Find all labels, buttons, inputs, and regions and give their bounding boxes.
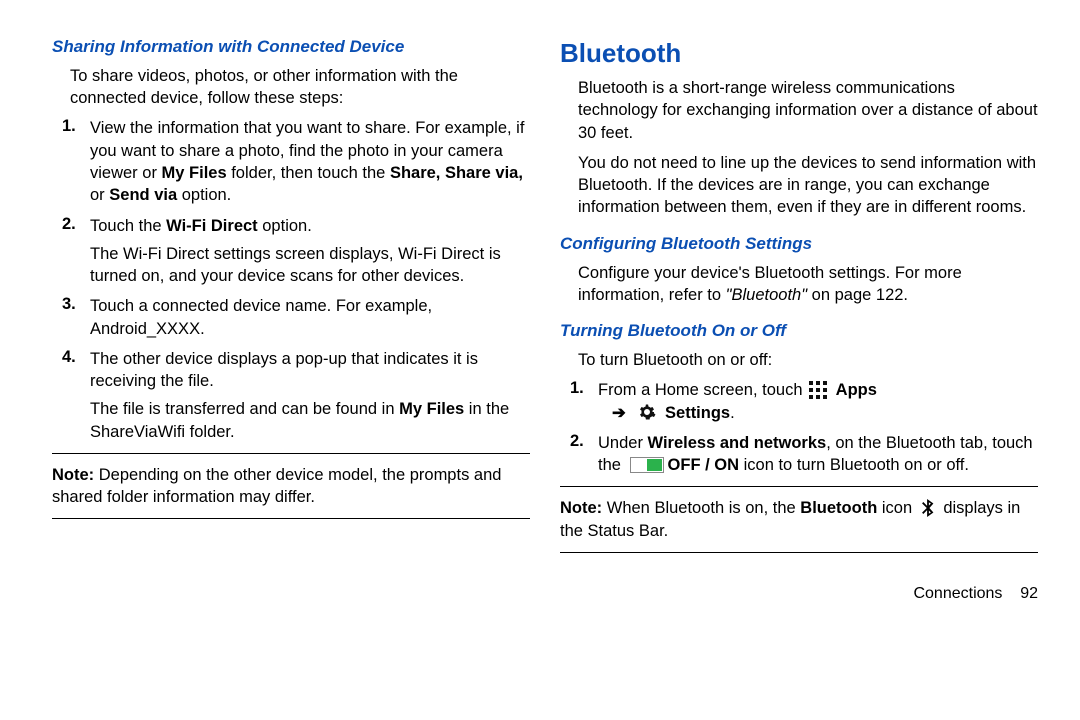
text-bold: Wireless and networks	[648, 434, 827, 452]
right-step-list: 1. From a Home screen, touch Apps	[570, 379, 1038, 476]
step-body: Touch the Wi-Fi Direct option. The Wi-Fi…	[90, 215, 530, 288]
text: folder, then touch the	[227, 164, 390, 182]
text: icon	[877, 499, 916, 517]
right-subheading-2: Turning Bluetooth On or Off	[560, 320, 1038, 343]
apps-label: Apps	[836, 381, 877, 399]
step-number: 1.	[62, 117, 82, 206]
right-sub1-body: Configure your device's Bluetooth settin…	[578, 262, 1038, 307]
list-item: 2. Under Wireless and networks, on the B…	[570, 432, 1038, 477]
text: .	[730, 404, 735, 422]
text-bold: Send via	[109, 186, 177, 204]
right-p2: You do not need to line up the devices t…	[578, 152, 1038, 219]
text-bold: My Files	[399, 400, 464, 418]
step-body: From a Home screen, touch Apps ➔	[598, 379, 1038, 424]
list-item: 3. Touch a connected device name. For ex…	[62, 295, 530, 340]
footer-section: Connections	[913, 585, 1002, 602]
text: From a Home screen, touch	[598, 381, 807, 399]
step-number: 1.	[570, 379, 590, 424]
step-number: 3.	[62, 295, 82, 340]
text: or	[90, 186, 109, 204]
text: Touch the	[90, 217, 166, 235]
bluetooth-icon	[921, 499, 935, 517]
text: option.	[258, 217, 312, 235]
step-body: Touch a connected device name. For examp…	[90, 295, 530, 340]
step-number: 2.	[62, 215, 82, 288]
sub-paragraph: The file is transferred and can be found…	[90, 398, 530, 443]
footer-page-number: 92	[1020, 585, 1038, 602]
apps-grid-icon	[809, 381, 827, 399]
text: option.	[177, 186, 231, 204]
left-note: Note: Depending on the other device mode…	[52, 464, 530, 509]
text: icon to turn Bluetooth on or off.	[739, 456, 969, 474]
divider	[560, 552, 1038, 553]
text-bold: OFF / ON	[668, 456, 740, 474]
right-heading: Bluetooth	[560, 36, 1038, 71]
text-bold: Share, Share via,	[390, 164, 523, 182]
text: on page 122.	[807, 286, 908, 304]
note-label: Note:	[52, 466, 94, 484]
toggle-on-icon	[630, 457, 664, 473]
list-item: 1. From a Home screen, touch Apps	[570, 379, 1038, 424]
left-step-list: 1. View the information that you want to…	[62, 117, 530, 442]
list-item: 2. Touch the Wi-Fi Direct option. The Wi…	[62, 215, 530, 288]
step-body: View the information that you want to sh…	[90, 117, 530, 206]
page-footer: Connections 92	[560, 583, 1038, 605]
text-italic: "Bluetooth"	[726, 286, 807, 304]
divider	[52, 453, 530, 454]
divider	[52, 518, 530, 519]
step-number: 2.	[570, 432, 590, 477]
text-bold: Wi-Fi Direct	[166, 217, 258, 235]
text: The file is transferred and can be found…	[90, 400, 399, 418]
divider	[560, 486, 1038, 487]
right-subheading-1: Configuring Bluetooth Settings	[560, 233, 1038, 256]
text: The other device displays a pop-up that …	[90, 350, 478, 390]
step-body: The other device displays a pop-up that …	[90, 348, 530, 443]
text: When Bluetooth is on, the	[602, 499, 800, 517]
note-text: Depending on the other device model, the…	[52, 466, 501, 506]
left-subheading: Sharing Information with Connected Devic…	[52, 36, 530, 59]
left-intro: To share videos, photos, or other inform…	[70, 65, 530, 110]
right-sub2-intro: To turn Bluetooth on or off:	[578, 349, 1038, 371]
gear-icon	[638, 403, 656, 421]
right-note: Note: When Bluetooth is on, the Bluetoot…	[560, 497, 1038, 542]
text: Under	[598, 434, 648, 452]
list-item: 4. The other device displays a pop-up th…	[62, 348, 530, 443]
two-column-layout: Sharing Information with Connected Devic…	[52, 36, 1038, 605]
step-number: 4.	[62, 348, 82, 443]
left-column: Sharing Information with Connected Devic…	[52, 36, 530, 605]
right-p1: Bluetooth is a short-range wireless comm…	[578, 77, 1038, 144]
text-bold: My Files	[162, 164, 227, 182]
text-bold: Bluetooth	[800, 499, 877, 517]
right-column: Bluetooth Bluetooth is a short-range wir…	[560, 36, 1038, 605]
list-item: 1. View the information that you want to…	[62, 117, 530, 206]
sub-paragraph: The Wi-Fi Direct settings screen display…	[90, 243, 530, 288]
note-label: Note:	[560, 499, 602, 517]
settings-label: Settings	[665, 404, 730, 422]
step-body: Under Wireless and networks, on the Blue…	[598, 432, 1038, 477]
arrow-icon: ➔	[612, 404, 626, 422]
